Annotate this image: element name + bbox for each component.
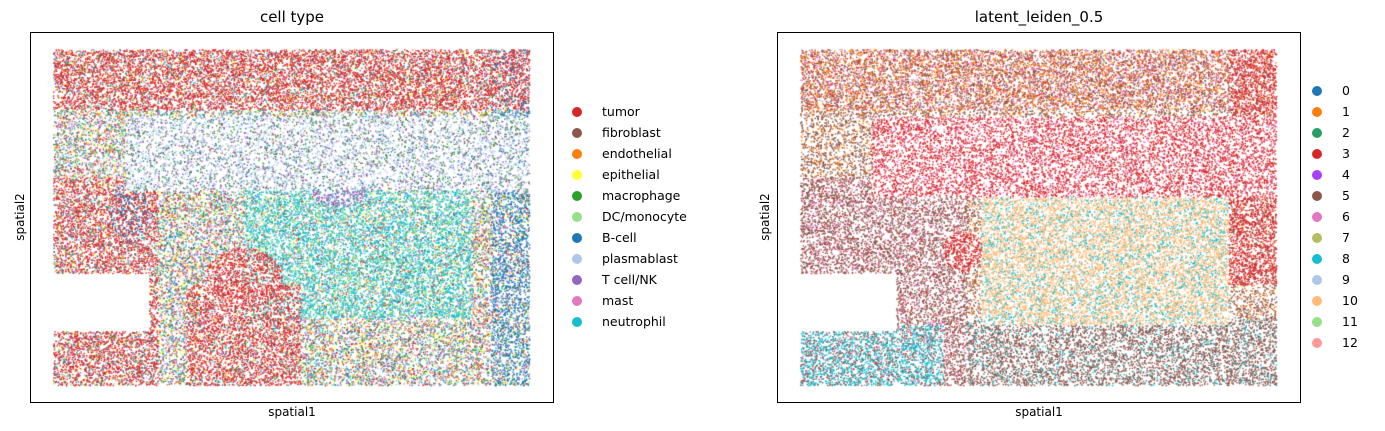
y-axis-label: spatial2 (758, 193, 772, 241)
legend-entry: B-cell (572, 227, 687, 248)
legend-marker (1312, 127, 1322, 138)
legend-entry: T cell/NK (572, 269, 687, 290)
legend-entry: 3 (1312, 143, 1358, 164)
legend-marker (1312, 274, 1322, 285)
legend-label: 9 (1342, 272, 1350, 287)
legend-marker (572, 253, 582, 264)
legend-entry: 7 (1312, 227, 1358, 248)
legend-marker (572, 232, 582, 243)
legend-marker (572, 190, 582, 201)
legend-entry: 9 (1312, 269, 1358, 290)
legend-marker (572, 295, 582, 306)
legend-marker (1312, 106, 1322, 117)
spatial-scatter (31, 33, 553, 402)
plot-area (30, 32, 554, 403)
legend-marker (1312, 316, 1322, 327)
legend-label: macrophage (602, 188, 681, 203)
legend-label: 1 (1342, 104, 1350, 119)
legend-label: mast (602, 293, 634, 308)
legend-label: 5 (1342, 188, 1350, 203)
legend-entry: 1 (1312, 101, 1358, 122)
legend-entry: 8 (1312, 248, 1358, 269)
legend-marker (1312, 295, 1322, 306)
legend-label: tumor (602, 104, 640, 119)
legend-entry: macrophage (572, 185, 687, 206)
legend-label: B-cell (602, 230, 637, 245)
legend-entry: plasmablast (572, 248, 687, 269)
legend-entry: 12 (1312, 332, 1358, 353)
legend: 0 1 2 3 4 5 6 7 8 9 10 11 12 (1312, 80, 1358, 353)
legend-marker (1312, 148, 1322, 159)
legend-label: 7 (1342, 230, 1350, 245)
legend-marker (1312, 211, 1322, 222)
legend-label: 10 (1342, 293, 1358, 308)
legend-label: plasmablast (602, 251, 678, 266)
legend-entry: 2 (1312, 122, 1358, 143)
spatial-scatter (778, 33, 1300, 402)
legend-entry: neutrophil (572, 311, 687, 332)
legend-label: 8 (1342, 251, 1350, 266)
legend-marker (572, 211, 582, 222)
legend-marker (1312, 190, 1322, 201)
legend-label: fibroblast (602, 125, 661, 140)
legend-marker (1312, 85, 1322, 96)
legend-entry: 10 (1312, 290, 1358, 311)
chart-panel-cell-type: cell type spatial1 spatial2 tumor fibrobl… (13, 8, 687, 419)
legend-marker (1312, 253, 1322, 264)
legend-marker (572, 274, 582, 285)
legend-entry: mast (572, 290, 687, 311)
legend-entry: DC/monocyte (572, 206, 687, 227)
legend-label: 4 (1342, 167, 1350, 182)
legend: tumor fibroblast endothelial epithelial macr… (572, 101, 687, 332)
legend-label: 2 (1342, 125, 1350, 140)
legend-label: neutrophil (602, 314, 666, 329)
legend-entry: 4 (1312, 164, 1358, 185)
legend-marker (572, 148, 582, 159)
plot-area (777, 32, 1301, 403)
legend-entry: 5 (1312, 185, 1358, 206)
legend-marker (572, 127, 582, 138)
legend-entry: 11 (1312, 311, 1358, 332)
legend-marker (572, 106, 582, 117)
legend-label: 11 (1342, 314, 1358, 329)
legend-entry: 6 (1312, 206, 1358, 227)
y-axis-label: spatial2 (13, 193, 27, 241)
legend-label: T cell/NK (602, 272, 657, 287)
legend-label: epithelial (602, 167, 660, 182)
x-axis-label: spatial1 (268, 405, 316, 419)
legend-label: DC/monocyte (602, 209, 687, 224)
legend-entry: epithelial (572, 164, 687, 185)
legend-entry: 0 (1312, 80, 1358, 101)
legend-label: 6 (1342, 209, 1350, 224)
legend-marker (1312, 232, 1322, 243)
chart-title: cell type (259, 8, 325, 26)
legend-label: 3 (1342, 146, 1350, 161)
legend-label: 0 (1342, 83, 1350, 98)
legend-entry: fibroblast (572, 122, 687, 143)
legend-entry: endothelial (572, 143, 687, 164)
legend-label: endothelial (602, 146, 672, 161)
legend-entry: tumor (572, 101, 687, 122)
legend-label: 12 (1342, 335, 1358, 350)
legend-marker (572, 316, 582, 327)
chart-title: latent_leiden_0.5 (974, 8, 1104, 26)
legend-marker (1312, 169, 1322, 180)
legend-marker (572, 169, 582, 180)
x-axis-label: spatial1 (1015, 405, 1063, 419)
legend-marker (1312, 337, 1322, 348)
